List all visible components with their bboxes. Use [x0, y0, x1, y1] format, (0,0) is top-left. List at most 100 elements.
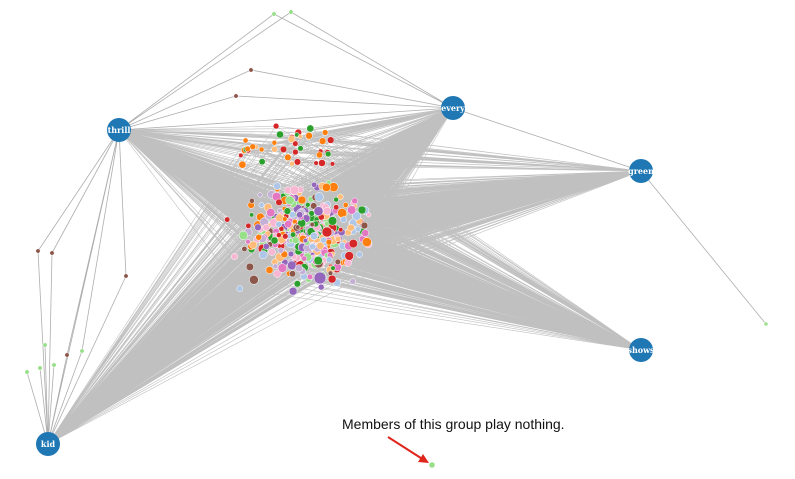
graph-node[interactable] — [329, 161, 336, 167]
graph-node[interactable] — [258, 158, 266, 166]
graph-node[interactable] — [238, 152, 244, 158]
graph-node[interactable] — [249, 275, 259, 285]
graph-node[interactable] — [327, 274, 337, 284]
graph-node[interactable] — [309, 243, 316, 251]
graph-node[interactable] — [244, 145, 251, 152]
graph-node[interactable] — [321, 182, 331, 192]
graph-node[interactable] — [316, 151, 323, 159]
hub-node-green[interactable]: green — [628, 159, 654, 183]
graph-node[interactable] — [257, 192, 263, 198]
graph-node[interactable] — [242, 137, 249, 144]
graph-node[interactable] — [287, 260, 297, 271]
graph-node[interactable] — [330, 265, 336, 271]
graph-node[interactable] — [292, 236, 300, 244]
graph-node[interactable] — [270, 236, 279, 245]
graph-node[interactable] — [24, 369, 30, 375]
graph-node[interactable] — [258, 146, 265, 153]
graph-node[interactable] — [318, 159, 326, 167]
graph-node[interactable] — [272, 122, 280, 130]
graph-node[interactable] — [245, 239, 251, 245]
graph-node[interactable] — [327, 136, 335, 144]
graph-node[interactable] — [265, 266, 274, 274]
graph-node[interactable] — [321, 226, 333, 238]
graph-node[interactable] — [276, 130, 284, 139]
graph-node[interactable] — [49, 250, 55, 256]
graph-node[interactable] — [248, 67, 254, 73]
graph-node[interactable] — [298, 134, 303, 139]
graph-node[interactable] — [310, 232, 318, 241]
hub-node-every[interactable]: every — [441, 96, 465, 120]
graph-node[interactable] — [289, 270, 296, 278]
graph-node[interactable] — [344, 251, 354, 261]
graph-node[interactable] — [79, 348, 85, 354]
graph-node[interactable] — [224, 216, 231, 223]
graph-node[interactable] — [355, 226, 362, 233]
graph-node[interactable] — [271, 139, 278, 146]
graph-node[interactable] — [313, 271, 327, 285]
graph-node[interactable] — [254, 223, 262, 231]
graph-node[interactable] — [249, 198, 255, 204]
graph-node[interactable] — [273, 182, 281, 190]
graph-node[interactable] — [258, 202, 265, 208]
graph-node[interactable] — [333, 204, 340, 211]
graph-node[interactable] — [241, 246, 248, 252]
graph-node[interactable] — [285, 195, 295, 205]
graph-node[interactable] — [362, 237, 372, 247]
graph-node[interactable] — [318, 137, 327, 145]
graph-node[interactable] — [287, 250, 295, 258]
graph-node[interactable] — [337, 193, 344, 201]
graph-node[interactable] — [276, 232, 282, 238]
graph-node[interactable] — [262, 243, 270, 250]
graph-node[interactable] — [317, 283, 325, 291]
graph-node[interactable] — [306, 124, 315, 133]
graph-node[interactable] — [302, 238, 308, 244]
graph-node[interactable] — [279, 145, 288, 153]
graph-node[interactable] — [293, 280, 301, 288]
graph-node[interactable] — [325, 256, 333, 263]
graph-node[interactable] — [348, 239, 358, 249]
graph-node[interactable] — [272, 263, 279, 270]
graph-node[interactable] — [763, 321, 769, 327]
graph-node[interactable] — [297, 145, 304, 152]
graph-node[interactable] — [313, 206, 324, 217]
graph-node[interactable] — [296, 211, 304, 219]
graph-node[interactable] — [293, 158, 302, 166]
graph-node[interactable] — [305, 202, 311, 208]
graph-node[interactable] — [295, 224, 301, 230]
graph-node[interactable] — [306, 273, 314, 280]
graph-node[interactable] — [327, 270, 334, 276]
graph-node[interactable] — [356, 251, 363, 258]
graph-node[interactable] — [51, 362, 57, 368]
graph-node[interactable] — [236, 285, 244, 292]
graph-node[interactable] — [37, 365, 43, 371]
isolated-node[interactable] — [428, 461, 436, 469]
graph-node[interactable] — [314, 192, 324, 202]
graph-node[interactable] — [313, 256, 323, 266]
graph-node[interactable] — [282, 233, 289, 240]
graph-node[interactable] — [325, 150, 332, 158]
graph-node[interactable] — [305, 132, 313, 140]
graph-node[interactable] — [231, 253, 238, 260]
graph-node[interactable] — [262, 223, 271, 232]
graph-node[interactable] — [309, 221, 315, 228]
graph-node[interactable] — [284, 153, 292, 161]
graph-node[interactable] — [275, 220, 283, 228]
graph-node[interactable] — [327, 216, 338, 226]
graph-node[interactable] — [311, 181, 318, 188]
graph-node[interactable] — [357, 205, 367, 215]
graph-node[interactable] — [42, 342, 48, 348]
graph-node[interactable] — [347, 205, 357, 215]
graph-node[interactable] — [275, 198, 283, 206]
hub-node-kid[interactable]: kid — [36, 432, 60, 456]
graph-node[interactable] — [275, 213, 284, 222]
graph-node[interactable] — [333, 196, 339, 203]
hub-node-shows[interactable]: shows — [627, 338, 655, 362]
graph-node[interactable] — [245, 222, 252, 229]
graph-node[interactable] — [258, 250, 268, 260]
graph-node[interactable] — [361, 229, 370, 237]
graph-node[interactable] — [322, 129, 329, 136]
graph-node[interactable] — [277, 263, 288, 273]
graph-node[interactable] — [349, 278, 357, 285]
graph-node[interactable] — [288, 211, 296, 219]
graph-node[interactable] — [288, 286, 298, 296]
